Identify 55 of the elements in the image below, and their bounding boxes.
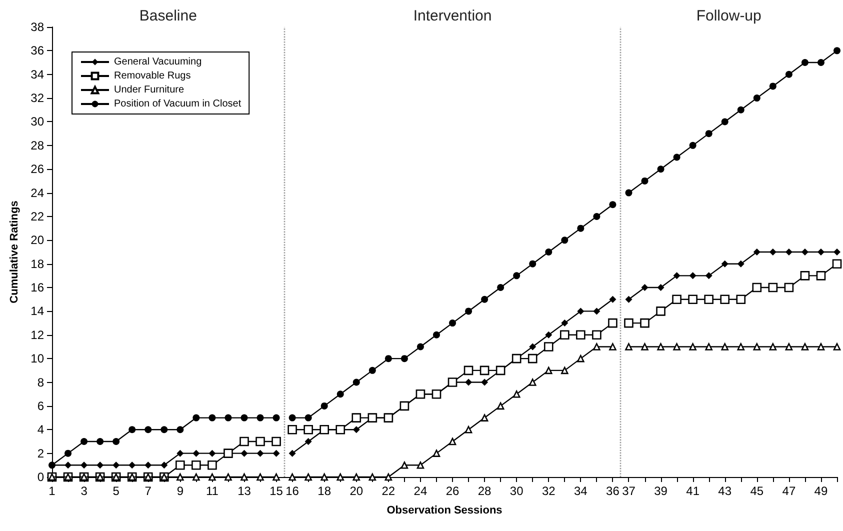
y-tick-label: 10 <box>30 352 44 366</box>
x-tick-label: 22 <box>382 484 396 498</box>
y-tick-label: 30 <box>30 114 44 129</box>
y-tick-label: 8 <box>37 375 44 390</box>
x-tick-label: 28 <box>478 484 492 498</box>
y-tick-label: 22 <box>30 209 44 224</box>
x-tick-label: 11 <box>206 484 219 498</box>
x-axis-title: Observation Sessions <box>386 504 502 516</box>
legend-label: Under Furniture <box>114 84 184 96</box>
y-tick-label: 32 <box>30 91 44 106</box>
legend-label: Removable Rugs <box>114 70 191 82</box>
x-tick-label: 39 <box>654 484 668 498</box>
y-tick-label: 4 <box>37 422 44 437</box>
x-tick-label: 9 <box>176 484 184 498</box>
text: Baseline <box>139 8 197 24</box>
text: Intervention <box>413 8 492 24</box>
x-tick-label: 41 <box>686 484 700 498</box>
x-tick-label: 24 <box>414 484 428 498</box>
y-tick-label: 12 <box>30 328 44 342</box>
legend-label: Position of Vacuum in Closet <box>114 98 242 110</box>
x-tick-label: 1 <box>48 484 56 498</box>
y-tick-label: 18 <box>30 256 44 271</box>
text: Follow-up <box>696 8 762 24</box>
x-tick-label: 30 <box>510 484 524 498</box>
x-tick-label: 5 <box>112 484 120 498</box>
y-tick-label: 16 <box>30 280 44 295</box>
y-tick-label: 14 <box>30 304 44 318</box>
legend-label: General Vacuuming <box>114 56 202 68</box>
y-tick-label: 26 <box>30 162 44 176</box>
x-tick-label: 20 <box>350 484 364 498</box>
y-tick-label: 28 <box>30 138 44 152</box>
x-tick-label: 45 <box>750 484 764 498</box>
y-tick-label: 20 <box>30 233 44 248</box>
y-axis-title: Cumulative Ratings <box>8 200 20 304</box>
x-tick-label: 26 <box>446 484 460 498</box>
x-tick-label: 36 <box>606 484 620 498</box>
x-tick-label: 13 <box>238 484 252 498</box>
x-tick-label: 7 <box>144 484 152 498</box>
x-tick-label: 16 <box>286 484 300 498</box>
x-tick-label: 3 <box>80 484 88 498</box>
x-tick-label: 15 <box>270 484 284 498</box>
y-tick-label: 36 <box>30 44 44 58</box>
x-tick-label: 47 <box>782 484 796 498</box>
y-tick-label: 38 <box>30 20 44 34</box>
y-tick-label: 0 <box>37 470 44 484</box>
x-tick-label: 32 <box>542 484 556 498</box>
x-tick-label: 18 <box>318 484 332 498</box>
x-tick-label: 37 <box>622 484 636 498</box>
y-tick-label: 34 <box>30 67 44 82</box>
x-tick-label: 43 <box>718 484 732 498</box>
y-tick-label: 6 <box>37 398 44 413</box>
x-tick-label: 34 <box>574 484 588 498</box>
x-tick-label: 49 <box>814 484 828 498</box>
y-tick-label: 2 <box>37 446 44 460</box>
y-tick-label: 24 <box>30 186 44 200</box>
